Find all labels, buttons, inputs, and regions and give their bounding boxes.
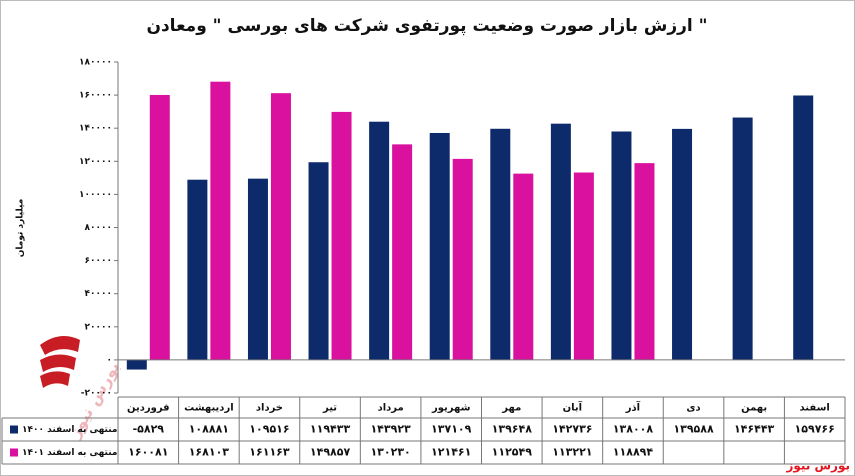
x-tick-label: اردیبهشت <box>184 403 234 414</box>
y-tick-label: ۴۰۰۰۰ <box>85 289 112 299</box>
table-value: ۱۳۹۶۴۸ <box>492 423 533 436</box>
x-tick-label: خرداد <box>256 403 283 414</box>
y-tick-label: ۱۸۰۰۰۰ <box>79 58 112 68</box>
x-tick-label: آبان <box>563 401 583 414</box>
bar <box>392 144 413 360</box>
table-value: ۱۶۱۱۶۳ <box>249 446 290 459</box>
x-tick-label: فروردین <box>127 403 170 414</box>
bar <box>149 94 170 360</box>
chart-title: ارزش بازار صورت وضعیت پورتفوی شرکت های ب… <box>146 16 707 36</box>
x-tick-label: مهر <box>501 403 521 414</box>
bar <box>513 173 534 360</box>
table-value: ۱۶۰۰۸۱ <box>128 446 168 459</box>
bar <box>550 123 571 360</box>
x-tick-label: تیر <box>322 403 337 414</box>
table-value: ۱۰۸۸۸۱ <box>189 423 229 436</box>
bar <box>672 128 693 360</box>
bar <box>210 81 231 360</box>
table-value: ۱۶۸۱۰۳ <box>189 446 230 459</box>
bar <box>490 128 511 360</box>
y-tick-label: -۲۰۰۰۰ <box>81 389 112 399</box>
bar <box>429 132 450 360</box>
logo <box>40 336 80 388</box>
table-value: ۱۱۳۲۲۱ <box>552 446 592 459</box>
bar <box>452 158 473 360</box>
table-value: ۱۳۰۲۳۰ <box>370 446 410 459</box>
y-tick-label: ۶۰۰۰۰ <box>85 256 112 266</box>
y-tick-label: ۰ <box>107 355 113 365</box>
x-tick-label: اسفند <box>800 403 830 414</box>
watermark: بورس نیوز <box>785 459 850 474</box>
bar <box>247 178 268 360</box>
bar <box>634 163 655 360</box>
legend-swatch <box>10 448 18 457</box>
y-tick-label: ۱۰۰۰۰۰ <box>79 190 112 200</box>
table-value: -۵۸۲۹ <box>133 423 165 436</box>
table-value: ۱۴۳۹۲۳ <box>370 423 411 436</box>
x-tick-label: مرداد <box>378 403 404 414</box>
table-value: ۱۴۲۷۳۶ <box>552 423 592 436</box>
y-axis-label: میلیارد تومان <box>16 199 26 258</box>
y-tick-label: ۱۶۰۰۰۰ <box>79 91 112 101</box>
bar <box>732 117 753 360</box>
table-value: ۱۳۸۰۰۸ <box>613 423 654 436</box>
legend-label: منتهی به اسفند ۱۴۰۱ <box>22 448 117 458</box>
bar <box>369 121 390 360</box>
y-tick-label: ۱۴۰۰۰۰ <box>79 124 112 134</box>
bar <box>126 359 147 370</box>
x-tick-label: بهمن <box>741 403 767 414</box>
bar <box>793 95 814 360</box>
table-value: ۱۳۹۵۸۸ <box>673 423 714 436</box>
bar <box>331 111 352 360</box>
table-value: ۱۴۹۸۵۷ <box>310 446 351 459</box>
bar <box>187 179 208 360</box>
table-value: ۱۳۷۱۰۹ <box>431 423 472 436</box>
bar <box>308 162 329 360</box>
bar <box>611 131 632 360</box>
x-tick-label: شهریور <box>431 403 471 414</box>
table-value: ۱۰۹۵۱۶ <box>249 423 289 436</box>
x-tick-label: آذر <box>625 401 641 414</box>
y-tick-label: ۸۰۰۰۰ <box>85 223 112 233</box>
table-value: ۱۱۸۸۹۴ <box>613 446 654 459</box>
table-value: ۱۱۹۴۳۳ <box>310 423 351 436</box>
bar <box>573 172 594 360</box>
x-tick-label: دی <box>686 403 700 414</box>
table-value: ۱۵۹۷۶۶ <box>795 423 835 436</box>
bar <box>270 93 291 360</box>
legend-label: منتهی به اسفند ۱۴۰۰ <box>22 425 117 435</box>
y-tick-label: ۲۰۰۰۰ <box>85 322 112 332</box>
table-value: ۱۲۱۴۶۱ <box>431 446 471 459</box>
y-tick-label: ۱۲۰۰۰۰ <box>79 157 112 167</box>
table-value: ۱۴۶۴۴۳ <box>734 423 775 436</box>
legend-swatch <box>10 425 18 434</box>
table-value: ۱۱۲۵۴۹ <box>492 446 533 459</box>
